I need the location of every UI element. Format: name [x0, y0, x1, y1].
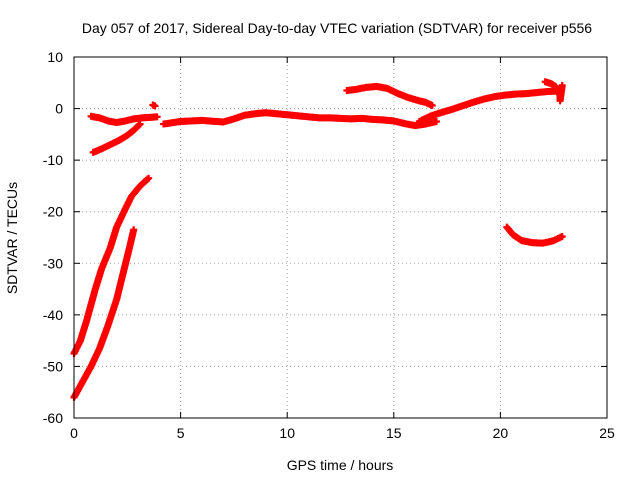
y-tick-label: -50 [43, 358, 63, 374]
x-tick-label: 10 [279, 425, 295, 441]
series-track-2 [70, 226, 138, 401]
y-tick-label: -60 [43, 410, 63, 426]
data-marks [70, 78, 566, 401]
x-axis-label: GPS time / hours [287, 457, 394, 473]
data-point [136, 120, 144, 128]
series-track-9 [541, 78, 566, 105]
y-tick-label: 10 [47, 49, 63, 65]
y-axis-label: SDTVAR / TECUs [4, 182, 20, 294]
x-tick-label: 15 [386, 425, 402, 441]
data-point [151, 102, 159, 110]
grid [74, 57, 607, 418]
chart-title: Day 057 of 2017, Sidereal Day-to-day VTE… [82, 20, 592, 36]
x-tick-label: 20 [493, 425, 509, 441]
x-tick-label: 5 [177, 425, 185, 441]
axis-ticks: 0 5 10 15 20 25 -60 -50 -40 -30 -20 -10 0 10 [43, 49, 615, 441]
y-tick-label: -20 [43, 204, 63, 220]
data-point [432, 117, 440, 125]
series-track-5 [149, 101, 159, 110]
y-tick-label: -40 [43, 307, 63, 323]
data-point [145, 174, 153, 182]
plot-frame [73, 56, 608, 419]
data-point [130, 226, 138, 234]
x-tick-label: 0 [70, 425, 78, 441]
data-point [558, 232, 566, 240]
series-track-4 [87, 112, 161, 126]
data-point [153, 113, 161, 121]
series-track-7 [343, 82, 436, 109]
y-tick-label: -30 [43, 255, 63, 271]
x-tick-label: 25 [599, 425, 615, 441]
series-track-3 [89, 120, 144, 156]
series-track-10 [503, 223, 566, 247]
y-tick-label: 0 [55, 101, 63, 117]
series-track-6 [160, 109, 440, 130]
y-tick-label: -10 [43, 152, 63, 168]
data-point [428, 101, 436, 109]
data-point [558, 81, 566, 89]
